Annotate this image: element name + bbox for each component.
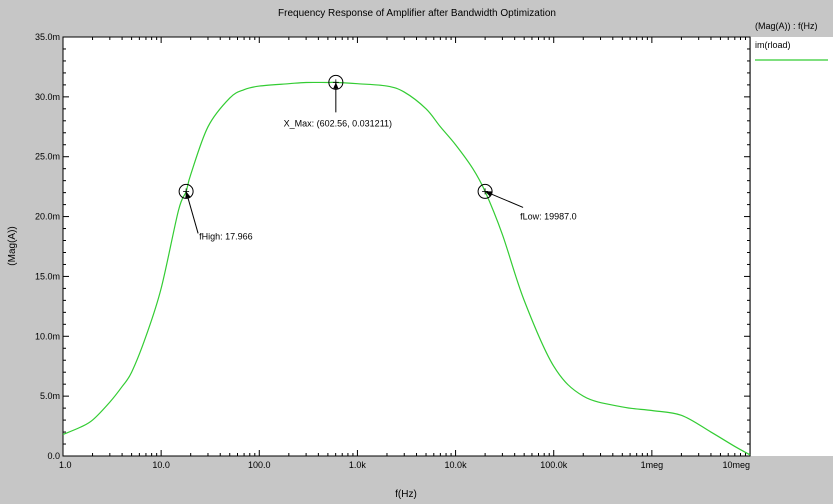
plot-area[interactable] (62, 36, 751, 457)
legend-entry-label[interactable]: im(rload) (755, 40, 791, 50)
y-tick-label: 35.0m (35, 32, 60, 42)
annotation-marker[interactable]: fHigh: 17.966 (178, 183, 253, 241)
annotation-marker[interactable]: X_Max: (602.56, 0.031211) (284, 74, 392, 128)
marker-circle (477, 183, 493, 199)
y-tick-label: 20.0m (35, 212, 60, 222)
annotations-layer: fHigh: 17.966 X_Max: (602.56, 0.031211) fL… (178, 74, 577, 241)
annotation-label: fLow: 19987.0 (520, 211, 577, 221)
annotation-label: X_Max: (602.56, 0.031211) (284, 118, 392, 128)
x-tick-label: 1.0k (349, 460, 367, 470)
x-tick-label: 1.0 (59, 460, 72, 470)
annotation-arrow-head (485, 191, 493, 197)
marker-circle (178, 183, 194, 199)
y-tick-label: 15.0m (35, 271, 60, 281)
y-tick-label: 0.0 (47, 451, 60, 461)
y-tick-label: 30.0m (35, 92, 60, 102)
x-axis-label: f(Hz) (395, 489, 417, 500)
x-tick-label: 10.0k (445, 460, 468, 470)
y-axis-label: (Mag(A)) (7, 226, 18, 265)
legend-header: (Mag(A)) : f(Hz) (755, 21, 818, 31)
annotation-arrow-head (185, 191, 191, 199)
x-tick-label: 10meg (722, 460, 750, 470)
x-tick-label: 100.0k (540, 460, 568, 470)
axes: 1.0 10.0 100.0 1.0k 10.0k 100.0k 1meg 10meg 0.0 5… (35, 32, 751, 470)
y-tick-label: 25.0m (35, 152, 60, 162)
legend-panel (751, 37, 833, 456)
y-tick-label: 10.0m (35, 331, 60, 341)
annotation-label: fHigh: 17.966 (199, 231, 253, 241)
x-tick-label: 100.0 (248, 460, 271, 470)
chart-title: Frequency Response of Amplifier after Ba… (278, 8, 556, 19)
x-tick-label: 1meg (641, 460, 664, 470)
y-tick-label: 5.0m (40, 391, 60, 401)
annotation-arrow-head (333, 82, 339, 89)
x-tick-label: 10.0 (152, 460, 170, 470)
annotation-arrow-shaft (484, 190, 524, 208)
annotation-marker[interactable]: fLow: 19987.0 (477, 183, 577, 221)
annotation-arrow-shaft (185, 191, 199, 234)
